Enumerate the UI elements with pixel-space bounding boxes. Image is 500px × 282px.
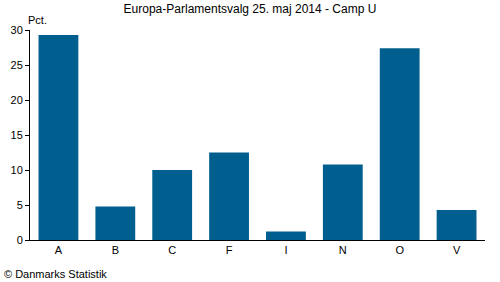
svg-text:10: 10 <box>11 164 23 176</box>
svg-text:C: C <box>168 244 176 256</box>
svg-text:15: 15 <box>11 129 23 141</box>
svg-text:20: 20 <box>11 94 23 106</box>
svg-text:© Danmarks Statistik: © Danmarks Statistik <box>4 268 107 280</box>
svg-text:I: I <box>284 244 287 256</box>
svg-text:25: 25 <box>11 59 23 71</box>
svg-text:Pct.: Pct. <box>28 14 47 26</box>
svg-text:B: B <box>112 244 119 256</box>
svg-text:A: A <box>55 244 63 256</box>
svg-text:F: F <box>226 244 233 256</box>
svg-text:0: 0 <box>17 234 23 246</box>
svg-text:Europa-Parlamentsvalg 25. maj: Europa-Parlamentsvalg 25. maj 2014 - Cam… <box>124 2 377 16</box>
svg-text:V: V <box>453 244 461 256</box>
svg-text:N: N <box>339 244 347 256</box>
svg-text:O: O <box>395 244 404 256</box>
svg-text:30: 30 <box>11 24 23 36</box>
svg-text:5: 5 <box>17 199 23 211</box>
